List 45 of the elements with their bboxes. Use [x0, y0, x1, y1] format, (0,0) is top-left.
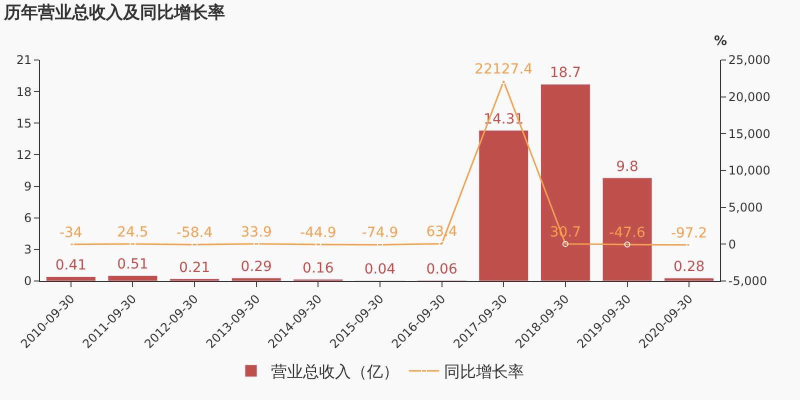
legend-label: 同比增长率: [444, 362, 524, 382]
data-label: 18.7: [550, 65, 582, 82]
bar: [478, 130, 529, 281]
bar: [602, 178, 652, 281]
data-label: -47.6: [609, 224, 646, 241]
data-label: 33.9: [240, 224, 272, 240]
y-tick-label: 12: [16, 148, 32, 162]
data-label: 24.5: [117, 224, 148, 240]
data-label: 0.16: [302, 260, 334, 276]
y-tick-label: 3: [24, 242, 32, 257]
data-label: -44.9: [300, 224, 336, 241]
data-label: 0.41: [55, 258, 86, 274]
y-tick-label: 18: [16, 84, 32, 99]
bar: [540, 84, 590, 281]
y2-tick-label: 0: [728, 237, 736, 252]
data-label: -97.2: [670, 225, 708, 242]
y2-tick-label: 20,000: [728, 90, 770, 104]
data-label: -34: [59, 224, 82, 241]
y2-axis-title: %: [714, 34, 728, 49]
chart-title: 历年营业总收入及同比增长率: [3, 2, 225, 23]
data-label: 0.06: [426, 261, 458, 278]
bar: [664, 278, 714, 281]
y2-tick-label: -5,000: [728, 274, 768, 288]
bar: [46, 276, 96, 281]
y2-tick-label: 5,000: [728, 200, 763, 215]
data-label: -58.4: [176, 224, 213, 241]
data-label: 22127.4: [474, 62, 533, 78]
y-tick-label: 9: [24, 179, 32, 194]
y2-tick-label: 10,000: [728, 164, 770, 178]
data-label: 0.51: [117, 256, 148, 273]
data-label: -74.9: [362, 225, 398, 242]
data-label: 0.21: [178, 260, 210, 276]
data-label: 0.28: [674, 259, 705, 276]
bar: [108, 275, 158, 281]
y-tick-label: 6: [24, 211, 32, 226]
legend-label: 营业总收入（亿）: [271, 362, 399, 382]
y-tick-label: 0: [24, 274, 32, 288]
data-label: 0.04: [364, 262, 396, 278]
y-tick-label: 15: [16, 116, 32, 130]
data-label: 9.8: [616, 158, 638, 175]
data-label: 0.29: [240, 258, 272, 275]
bar: [231, 278, 282, 281]
y2-tick-label: 15,000: [728, 126, 770, 141]
y2-tick-label: 25,000: [728, 53, 770, 68]
y-tick-label: 21: [16, 53, 32, 68]
